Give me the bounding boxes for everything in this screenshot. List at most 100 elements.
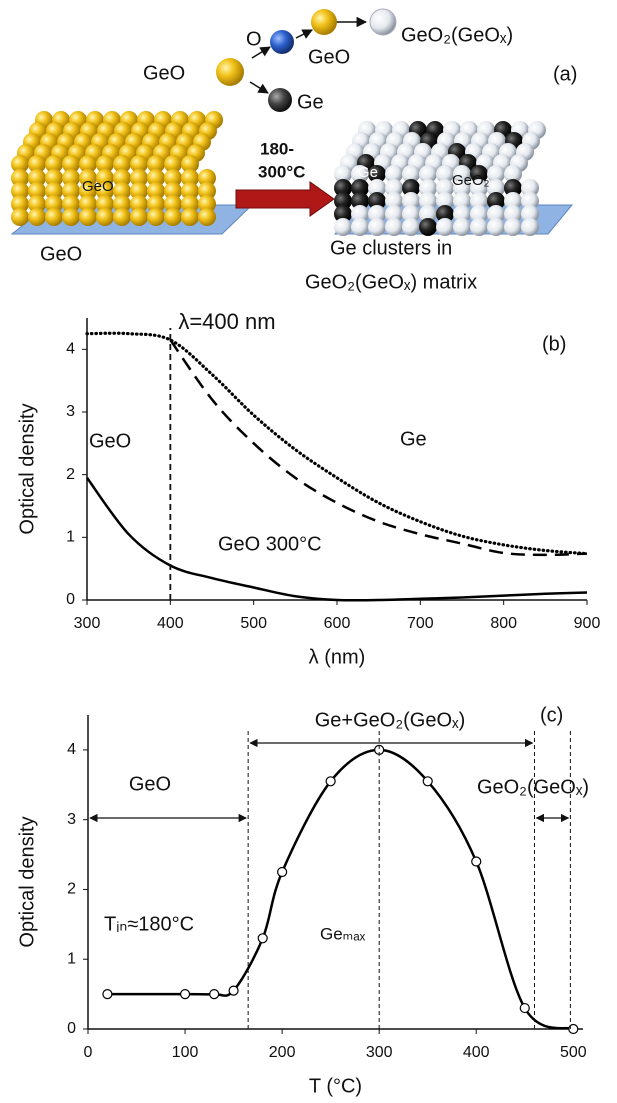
sphere	[79, 169, 97, 187]
diagram-panel: GeO O Ge GeO GeO₂(GeOₓ) (a) 180- 300°C G…	[10, 8, 577, 293]
sphere	[11, 182, 29, 200]
sphere	[436, 192, 454, 210]
sphere	[147, 195, 165, 213]
x-tick-label: 400	[463, 1044, 490, 1061]
sphere	[28, 182, 46, 200]
sphere	[385, 205, 403, 223]
sphere	[130, 155, 148, 173]
data-line	[85, 331, 589, 556]
sphere	[198, 182, 216, 200]
data-point	[568, 1023, 579, 1035]
data-point	[209, 989, 220, 1000]
sphere	[351, 165, 369, 183]
sphere	[453, 218, 471, 236]
label: GeO₂	[452, 172, 490, 189]
data-point	[422, 776, 433, 787]
x-tick-label: 800	[490, 615, 517, 632]
sphere	[130, 182, 148, 200]
data-point	[228, 985, 239, 996]
sphere	[164, 155, 182, 173]
sphere	[402, 205, 420, 223]
panel-label: (c)	[540, 704, 563, 726]
sphere	[402, 165, 420, 183]
y-tick-label: 4	[67, 741, 76, 758]
sphere	[11, 169, 29, 187]
sphere	[45, 208, 63, 226]
y-axis-label: Optical density	[16, 816, 38, 947]
sphere	[402, 218, 420, 236]
sphere	[79, 208, 97, 226]
sphere	[351, 192, 369, 210]
sphere	[181, 182, 199, 200]
sphere	[436, 205, 454, 223]
sphere	[402, 192, 420, 210]
region-label: GeO	[129, 773, 171, 795]
sphere	[351, 205, 369, 223]
sphere	[181, 155, 199, 173]
series-label: GeO 300°C	[218, 533, 322, 555]
data-point	[179, 989, 191, 1000]
sphere	[521, 205, 539, 223]
sphere	[147, 169, 165, 187]
sphere	[487, 218, 505, 236]
sphere	[368, 165, 386, 183]
data-line	[169, 339, 588, 557]
y-axis-label: Optical density	[16, 403, 38, 534]
sphere	[436, 165, 454, 183]
sphere	[453, 165, 471, 183]
data-point	[277, 866, 288, 878]
sphere	[62, 169, 80, 187]
sphere	[487, 179, 505, 197]
sphere	[45, 182, 63, 200]
panel-label: (a)	[553, 63, 577, 85]
sphere	[62, 208, 80, 226]
sphere	[419, 165, 437, 183]
sphere	[368, 179, 386, 197]
sphere	[521, 192, 539, 210]
data-point	[519, 1002, 530, 1014]
x-tick-label: 500	[240, 615, 267, 632]
x-tick-label: 300	[74, 615, 101, 632]
y-tick-label: 2	[67, 881, 76, 898]
sphere	[164, 182, 182, 200]
arrow	[251, 46, 271, 59]
sphere	[28, 195, 46, 213]
sphere	[147, 155, 165, 173]
sphere	[45, 169, 63, 187]
x-tick-label: 900	[574, 615, 601, 632]
panel-label: (b)	[542, 333, 566, 355]
sphere	[164, 195, 182, 213]
sphere	[453, 205, 471, 223]
sphere	[385, 165, 403, 183]
sphere	[130, 195, 148, 213]
x-tick-label: 600	[324, 615, 351, 632]
sphere	[470, 218, 488, 236]
sphere	[385, 218, 403, 236]
label: Ge	[358, 164, 378, 181]
sphere	[113, 182, 131, 200]
ge-atom	[268, 88, 292, 112]
sphere	[130, 169, 148, 187]
y-tick-label: 1	[66, 529, 75, 546]
sphere	[419, 179, 437, 197]
series-label: GeO	[89, 430, 131, 452]
sphere-layer	[11, 111, 223, 226]
sphere	[181, 195, 199, 213]
sphere	[453, 179, 471, 197]
sphere	[351, 218, 369, 236]
sphere	[147, 182, 165, 200]
sphere	[470, 179, 488, 197]
sphere	[11, 195, 29, 213]
sphere-layer	[334, 121, 546, 236]
sphere	[28, 208, 46, 226]
sphere	[113, 169, 131, 187]
sphere	[436, 218, 454, 236]
data-point	[325, 776, 336, 787]
sphere	[402, 179, 420, 197]
annotation: Geₘₐₓ	[320, 924, 366, 943]
y-tick-label: 2	[66, 466, 75, 483]
sphere	[487, 192, 505, 210]
sphere	[334, 205, 352, 223]
annotation: λ=400 nm	[178, 309, 275, 334]
